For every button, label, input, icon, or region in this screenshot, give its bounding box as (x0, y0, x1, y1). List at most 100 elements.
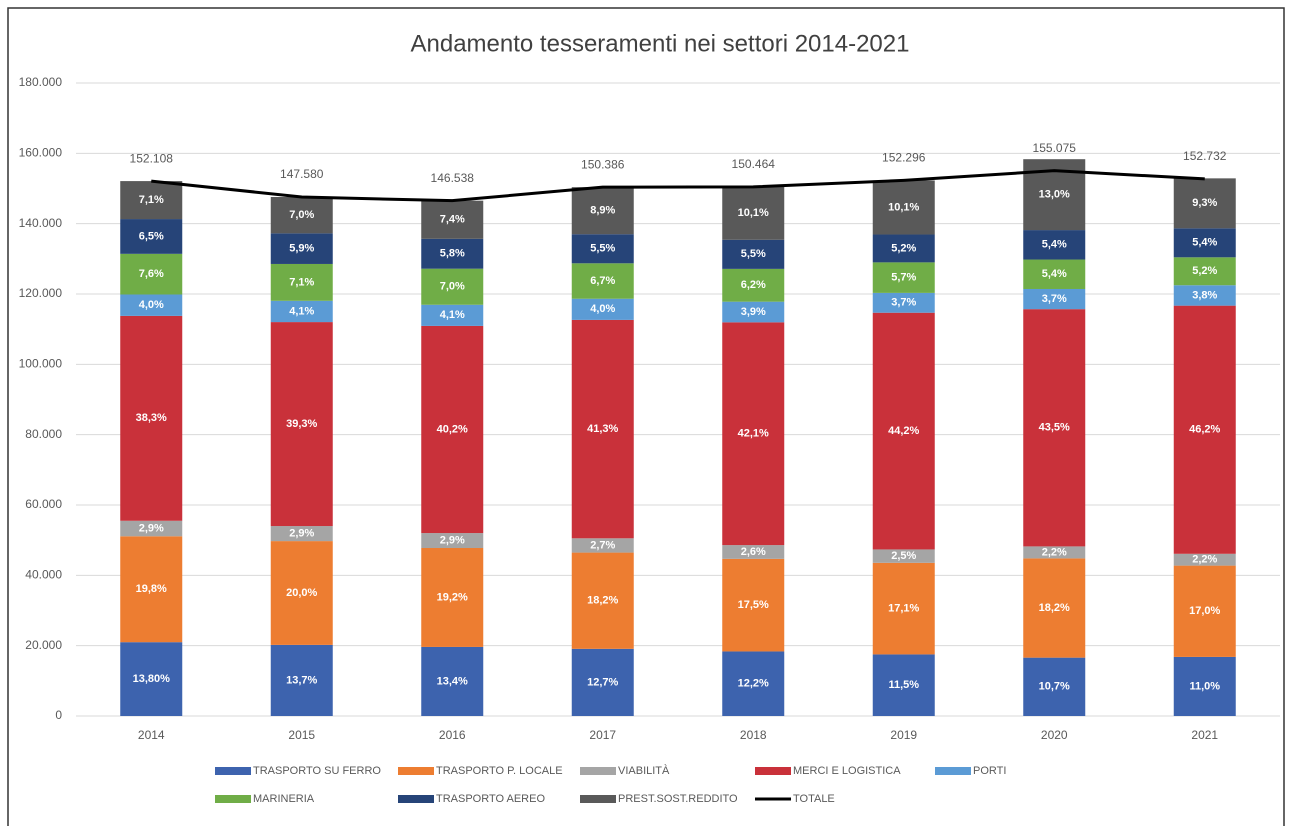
segment-label: 13,80% (133, 673, 171, 685)
legend-label: MERCI E LOGISTICA (793, 765, 901, 777)
segment-label: 46,2% (1189, 424, 1220, 436)
bar-segment (722, 545, 785, 559)
segment-label: 17,1% (888, 603, 919, 615)
bar-segment (270, 644, 333, 716)
segment-label: 5,4% (1192, 237, 1217, 249)
bar-segment (722, 239, 785, 269)
bar-segment (872, 562, 935, 655)
total-label: 152.108 (130, 151, 174, 165)
bar-segment (1023, 230, 1086, 260)
bar-segment (571, 263, 634, 299)
bar-segment (1173, 305, 1236, 554)
bar-segment (1023, 657, 1086, 716)
y-tick-label: 80.000 (25, 427, 62, 441)
x-tick-label: 2015 (288, 728, 315, 742)
y-tick-label: 140.000 (19, 216, 63, 230)
segment-label: 6,7% (590, 275, 615, 287)
bar-segment (1173, 656, 1236, 716)
segment-label: 13,4% (437, 675, 468, 687)
segment-label: 17,0% (1189, 605, 1220, 617)
bar-segment (571, 234, 634, 264)
segment-label: 5,5% (741, 248, 766, 260)
chart-title: Andamento tesseramenti nei settori 2014-… (411, 30, 910, 57)
x-tick-label: 2019 (890, 728, 917, 742)
segment-label: 7,0% (289, 209, 314, 221)
bar-segment (722, 322, 785, 546)
legend-label: MARINERIA (253, 793, 315, 805)
legend-swatch (215, 795, 251, 803)
bar-segment (722, 268, 785, 302)
bar-segment (722, 651, 785, 716)
segment-label: 10,7% (1039, 681, 1070, 693)
segment-label: 2,9% (440, 534, 465, 546)
chart-frame (7, 7, 1285, 826)
legend-label: TRASPORTO SU FERRO (253, 765, 381, 777)
segment-label: 5,5% (590, 243, 615, 255)
x-tick-label: 2014 (138, 728, 165, 742)
segment-label: 5,9% (289, 243, 314, 255)
y-tick-label: 40.000 (25, 568, 62, 582)
bar-segment (120, 253, 183, 295)
bar-segment (571, 552, 634, 649)
segment-label: 43,5% (1039, 422, 1070, 434)
bar-segment (571, 538, 634, 553)
bar-segment (1173, 178, 1236, 229)
legend-label: TRASPORTO AEREO (436, 793, 545, 805)
x-tick-label: 2018 (740, 728, 767, 742)
legend-swatch (580, 767, 616, 775)
x-tick-label: 2017 (589, 728, 616, 742)
y-tick-label: 60.000 (25, 497, 62, 511)
legend-label: PORTI (973, 765, 1006, 777)
segment-label: 42,1% (738, 428, 769, 440)
bar-segment (270, 541, 333, 645)
segment-label: 6,5% (139, 230, 164, 242)
segment-label: 5,7% (891, 272, 916, 284)
segment-label: 13,0% (1039, 189, 1070, 201)
bar-segment (421, 238, 484, 269)
segment-label: 9,3% (1192, 197, 1217, 209)
segment-label: 3,7% (891, 297, 916, 309)
bar-segment (1023, 546, 1086, 559)
bar-segment (1173, 285, 1236, 306)
segment-label: 3,8% (1192, 289, 1217, 301)
total-label: 146.538 (431, 171, 475, 185)
x-tick-label: 2016 (439, 728, 466, 742)
segment-label: 7,4% (440, 214, 465, 226)
y-tick-label: 20.000 (25, 638, 62, 652)
bar-segment (270, 233, 333, 264)
bar-segment (421, 268, 484, 305)
bar-segment (571, 648, 634, 716)
bar-segment (1023, 288, 1086, 310)
y-tick-label: 100.000 (19, 357, 63, 371)
bar-segment (872, 180, 935, 235)
bar-segment (120, 294, 183, 316)
bar-segment (120, 520, 183, 537)
segment-label: 17,5% (738, 599, 769, 611)
legend-swatch (580, 795, 616, 803)
segment-label: 12,2% (738, 678, 769, 690)
segment-label: 4,1% (440, 309, 465, 321)
segment-label: 7,0% (440, 281, 465, 293)
segment-label: 2,7% (590, 539, 615, 551)
y-tick-label: 180.000 (19, 75, 63, 89)
segment-label: 5,4% (1042, 239, 1067, 251)
segment-label: 2,9% (289, 527, 314, 539)
segment-label: 10,1% (738, 207, 769, 219)
bar-segment (1173, 228, 1236, 258)
bar-segment (270, 322, 333, 527)
total-label: 150.386 (581, 157, 625, 171)
y-tick-label: 0 (55, 708, 62, 722)
segment-label: 6,2% (741, 279, 766, 291)
segment-label: 7,6% (139, 268, 164, 280)
segment-label: 7,1% (139, 194, 164, 206)
segment-label: 10,1% (888, 201, 919, 213)
segment-label: 7,1% (289, 276, 314, 288)
segment-label: 11,0% (1189, 680, 1220, 692)
bar-segment (872, 234, 935, 263)
segment-label: 39,3% (286, 418, 317, 430)
segment-label: 40,2% (437, 423, 468, 435)
bar-segment (270, 526, 333, 542)
legend-swatch (398, 767, 434, 775)
bar-segment (120, 219, 183, 254)
